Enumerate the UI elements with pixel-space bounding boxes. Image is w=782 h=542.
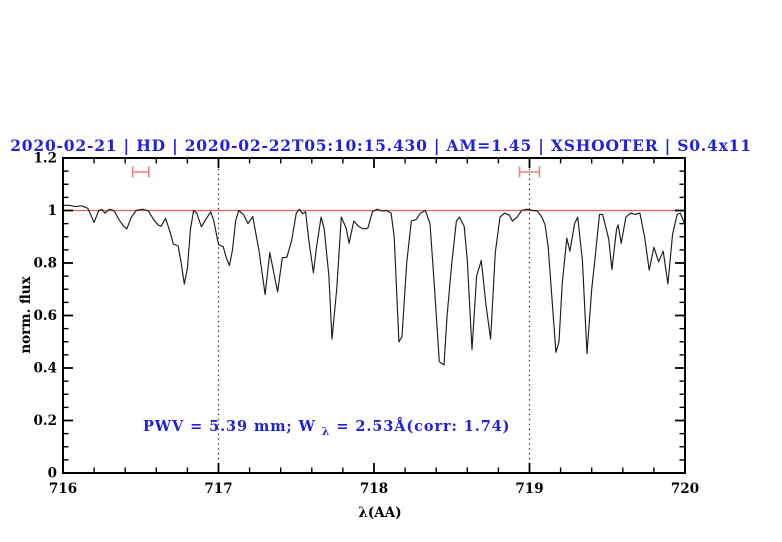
y-tick-label: 0	[48, 466, 57, 482]
y-tick-label: 1.2	[34, 151, 58, 167]
y-tick-label: 1	[48, 203, 57, 219]
x-tick-label: 716	[49, 481, 77, 497]
band-marker-1	[131, 166, 150, 178]
x-tick-label: 719	[515, 481, 543, 497]
pwv-annotation-rest: = 2.53Å(corr: 1.74)	[336, 417, 510, 435]
x-axis-label: λ(AA)	[358, 505, 401, 521]
y-tick-label: 0.4	[34, 361, 58, 377]
x-tick-label: 718	[360, 481, 388, 497]
plot-title: 2020-02-21 | HD | 2020-02-22T05:10:15.43…	[10, 136, 752, 155]
pwv-annotation-main: PWV = 5.39 mm; W	[143, 418, 316, 435]
y-tick-label: 0.8	[34, 256, 58, 272]
band-marker-2	[518, 166, 541, 178]
x-tick-label: 717	[204, 481, 232, 497]
y-tick-label: 0.6	[34, 308, 58, 324]
plot-generated-layer: 716 717 718 719 720 0 0.2 0.4 0.6 0.8 1 1.2	[34, 151, 700, 498]
y-tick-label: 0.2	[34, 413, 58, 429]
plot-frame	[62, 157, 686, 474]
y-axis-label: norm. flux	[18, 275, 34, 353]
pwv-annotation: PWV = 5.39 mm; W λ = 2.53Å(corr: 1.74)	[143, 417, 510, 439]
spectrum-line	[63, 204, 686, 366]
x-tick-label: 720	[671, 481, 699, 497]
pwv-annotation-subscript-lambda-icon: λ	[322, 425, 331, 438]
